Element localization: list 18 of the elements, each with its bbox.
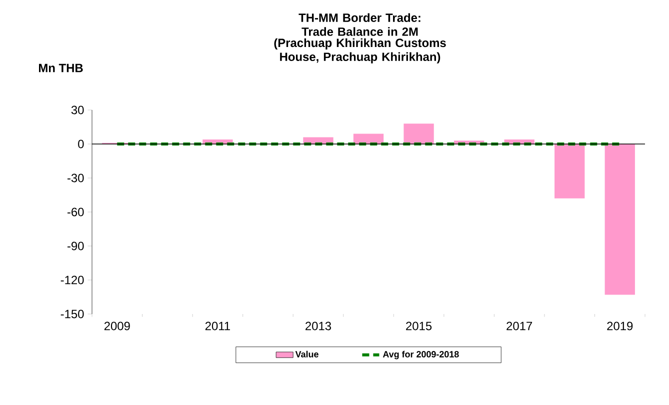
x-tick-label: 2013 xyxy=(306,322,332,330)
y-tick-label: -120 xyxy=(60,276,84,284)
chart-title: TH-MM Border Trade: Trade Balance in 2M xyxy=(298,13,420,36)
y-tick-label: -60 xyxy=(67,208,84,216)
x-tick-label: 2009 xyxy=(104,322,130,330)
x-tick-label: 2011 xyxy=(205,322,230,330)
x-tick-label: 2017 xyxy=(506,322,532,330)
x-tick-label: 2019 xyxy=(607,322,633,330)
y-tick-label: 0 xyxy=(78,140,84,148)
y-tick-label: -90 xyxy=(67,242,84,250)
legend-label: Avg for 2009-2018 xyxy=(382,350,459,360)
x-tick-label: 2015 xyxy=(406,322,432,330)
y-tick-label: 30 xyxy=(71,106,84,114)
y-axis-title: Mn THB xyxy=(39,64,83,72)
legend-label: Value xyxy=(295,350,318,358)
y-tick-label: -30 xyxy=(67,174,84,182)
chart-subtitle: (Prachuap Khirikhan Customs House, Prachuap Khirikhan) xyxy=(274,38,446,64)
y-tick-label: -150 xyxy=(60,310,84,318)
